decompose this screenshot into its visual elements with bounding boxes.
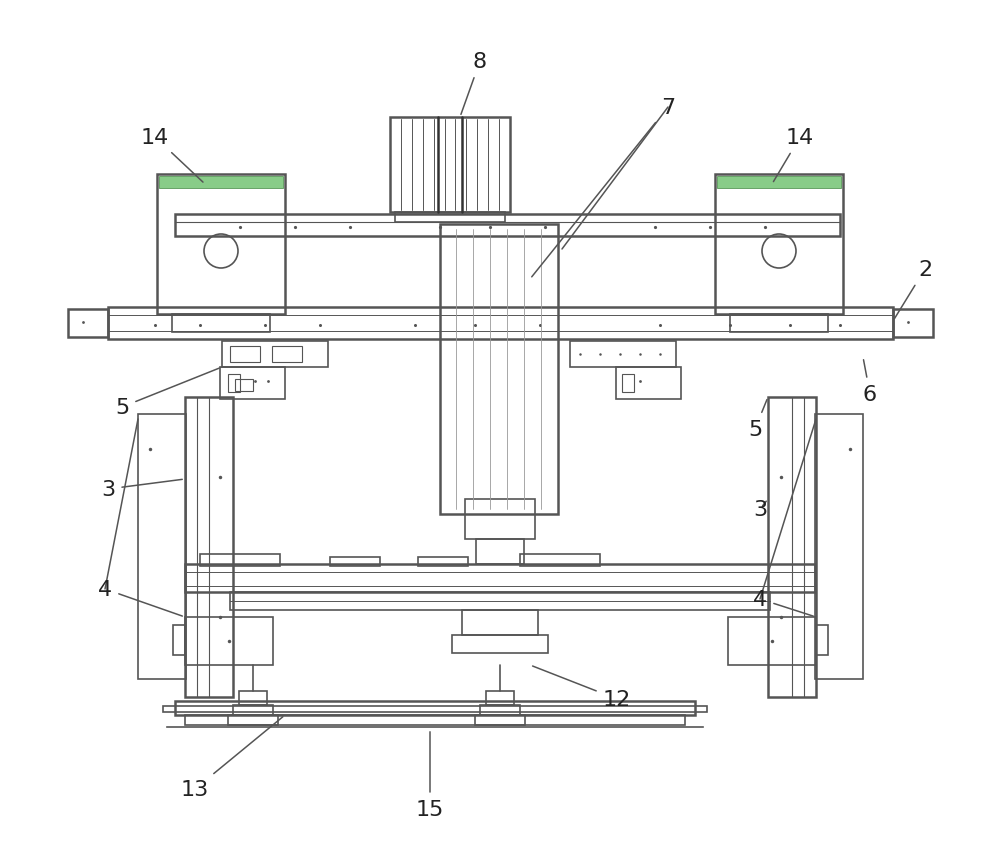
Bar [520,554,600,566]
Text: 8: 8 [461,52,487,115]
Bar [616,368,681,399]
Bar [173,625,185,655]
Bar [717,177,841,189]
Bar [172,315,270,333]
Bar [185,397,233,697]
Text: 12: 12 [533,666,631,709]
Bar [220,368,285,399]
Bar [68,310,108,338]
Bar [138,415,186,679]
Bar [185,565,815,592]
Text: 7: 7 [532,98,675,277]
Text: 15: 15 [416,732,444,819]
Text: 6: 6 [863,360,877,404]
Bar [893,310,933,338]
Bar [185,618,273,665]
Bar [230,592,770,610]
Bar [239,691,267,705]
Bar [815,415,863,679]
Bar [330,557,380,566]
Bar [486,691,514,705]
Bar [185,715,685,725]
Bar [395,212,505,223]
Text: 2: 2 [894,259,932,319]
Text: 3: 3 [753,499,767,519]
Bar [440,224,558,514]
Bar [730,315,828,333]
Bar [163,706,707,712]
Bar [175,215,840,237]
Bar [233,705,273,715]
Bar [480,705,520,715]
Bar [108,308,893,339]
Bar [715,175,843,315]
Bar [465,499,535,539]
Bar [768,397,816,697]
Bar [622,374,634,392]
Bar [159,177,283,189]
Bar [452,635,548,653]
Bar [175,701,695,715]
Text: 14: 14 [773,128,814,183]
Bar [200,554,280,566]
Bar [418,557,468,566]
Text: 14: 14 [141,128,203,183]
Text: 5: 5 [748,400,767,439]
Text: 5: 5 [115,368,219,417]
Bar [476,539,524,565]
Bar [475,715,525,725]
Text: 13: 13 [181,717,283,799]
Bar [816,625,828,655]
Text: 4: 4 [98,579,182,617]
Text: 4: 4 [753,589,813,617]
Bar [228,715,278,725]
Bar [230,346,260,363]
Text: 3: 3 [101,479,182,499]
Bar [235,380,253,392]
Bar [462,610,538,635]
Bar [272,346,302,363]
Bar [228,374,240,392]
Bar [728,618,816,665]
Bar [222,341,328,368]
Bar [570,341,676,368]
Bar [157,175,285,315]
Bar [390,118,510,212]
